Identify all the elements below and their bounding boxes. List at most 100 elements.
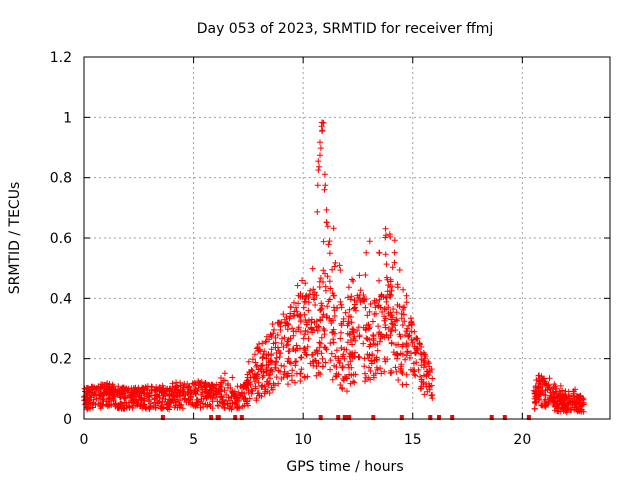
data-point: [338, 345, 345, 351]
data-point: [317, 340, 324, 347]
data-point: [291, 299, 297, 306]
data-point: [286, 348, 293, 354]
data-point: [235, 389, 242, 396]
data-point: [296, 313, 303, 320]
data-point: [109, 387, 116, 394]
data-point: [281, 363, 288, 370]
data-point: [305, 328, 311, 335]
data-point: [146, 394, 153, 400]
data-point: [371, 374, 377, 381]
data-point: [323, 314, 330, 321]
data-point: [262, 339, 269, 345]
data-point: [252, 385, 259, 392]
data-point: [241, 402, 248, 409]
data-point: [381, 355, 388, 362]
data-point: [291, 308, 298, 315]
data-point: [550, 401, 557, 408]
x-tick-label: 15: [404, 432, 422, 448]
y-tick-label: 0.8: [50, 171, 72, 187]
data-point: [571, 397, 578, 404]
data-point: [330, 336, 337, 343]
data-point: [193, 388, 200, 394]
data-point: [382, 358, 389, 365]
data-point: [301, 374, 308, 381]
data-point: [383, 232, 389, 239]
data-point: [231, 390, 238, 397]
data-point: [320, 363, 327, 370]
data-point: [366, 308, 373, 315]
data-point: [532, 399, 538, 406]
data-point: [313, 363, 320, 370]
data-point: [351, 379, 358, 386]
data-point: [272, 365, 279, 371]
data-point: [237, 383, 244, 390]
data-point: [350, 378, 357, 385]
data-point: [395, 377, 402, 383]
data-point: [243, 398, 250, 404]
data-point: [323, 219, 330, 226]
data-point: [189, 380, 196, 387]
data-point: [229, 374, 236, 381]
data-point: [275, 319, 282, 326]
data-point: [337, 298, 344, 305]
data-point: [366, 343, 373, 350]
data-point: [428, 392, 435, 399]
data-point: [403, 371, 410, 378]
data-point: [326, 278, 333, 285]
data-point: [137, 403, 144, 409]
data-point: [179, 387, 186, 394]
data-point: [321, 171, 328, 178]
data-point: [329, 329, 336, 336]
data-point: [348, 364, 355, 371]
data-point: [378, 370, 385, 377]
data-point: [322, 345, 329, 351]
data-point: [249, 388, 256, 395]
data-point: [315, 369, 322, 376]
data-point: [344, 322, 351, 329]
data-point: [337, 382, 344, 388]
data-point: [295, 300, 302, 307]
data-point: [289, 325, 296, 332]
data-point: [226, 397, 233, 404]
data-point: [153, 386, 160, 393]
data-point: [547, 393, 554, 399]
data-point: [245, 358, 252, 365]
data-point: [388, 327, 395, 334]
data-point: [367, 368, 374, 374]
data-point: [384, 288, 391, 295]
data-point: [130, 390, 137, 397]
data-point: [175, 386, 182, 393]
data-point: [110, 396, 117, 403]
data-point: [317, 317, 324, 324]
data-point: [382, 322, 389, 328]
data-point: [207, 391, 214, 398]
data-point: [406, 354, 413, 361]
data-point: [285, 355, 292, 362]
data-point: [159, 382, 166, 389]
data-point: [252, 370, 258, 377]
data-point: [387, 276, 394, 283]
data-point: [268, 366, 275, 373]
data-point: [258, 384, 265, 391]
data-point: [106, 381, 113, 387]
y-tick-label: 1.2: [50, 50, 72, 66]
data-point: [269, 321, 276, 327]
data-point: [166, 406, 173, 413]
data-point: [122, 395, 129, 402]
data-point: [382, 251, 389, 258]
data-point: [537, 381, 544, 388]
data-point: [423, 371, 430, 378]
data-point: [221, 387, 228, 394]
data-point: [372, 304, 379, 311]
data-point: [350, 371, 357, 378]
data-point: [103, 391, 110, 398]
data-point: [166, 399, 173, 406]
data-point: [306, 291, 313, 298]
data-point: [339, 364, 346, 371]
data-point: [86, 392, 93, 399]
data-point: [330, 304, 337, 311]
zero-marker: [347, 415, 352, 420]
data-point: [347, 296, 354, 303]
data-point: [301, 349, 308, 356]
data-point: [402, 332, 408, 339]
